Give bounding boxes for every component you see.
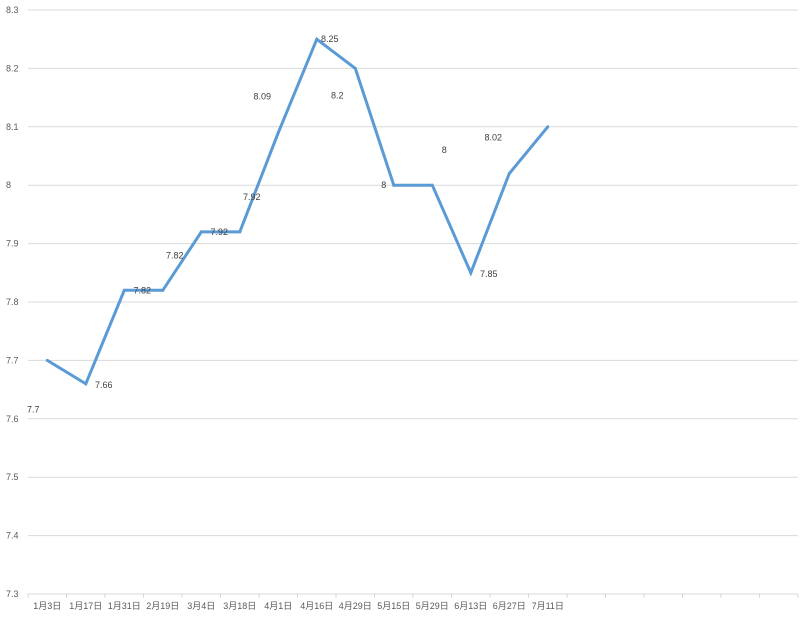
y-tick-label: 7.7 [6, 355, 19, 365]
y-tick-label: 8.2 [6, 63, 19, 73]
x-tick-label: 3月4日 [187, 601, 215, 611]
data-label: 8.25 [321, 34, 339, 44]
data-point [507, 172, 511, 176]
data-point [199, 230, 203, 234]
data-label: 7.92 [243, 192, 261, 202]
data-label: 8.09 [253, 92, 271, 102]
x-tick-label: 3月18日 [223, 601, 256, 611]
x-tick-label: 6月13日 [454, 601, 487, 611]
x-tick-label: 4月16日 [300, 601, 333, 611]
x-tick-label: 2月19日 [146, 601, 179, 611]
y-tick-label: 7.4 [6, 531, 19, 541]
y-tick-label: 8 [6, 180, 11, 190]
data-label: 7.82 [133, 285, 151, 295]
series-line [46, 36, 549, 386]
data-point [161, 288, 165, 292]
data-point [353, 66, 357, 70]
y-tick-label: 7.6 [6, 414, 19, 424]
y-tick-label: 7.9 [6, 239, 19, 249]
x-tick-label: 4月1日 [264, 601, 292, 611]
y-tick-label: 8.1 [6, 122, 19, 132]
x-tick-label: 5月15日 [377, 601, 410, 611]
data-label: 7.92 [210, 227, 228, 237]
data-label: 8 [442, 145, 447, 155]
x-tick-label: 6月27日 [493, 601, 526, 611]
y-tick-label: 7.5 [6, 472, 19, 482]
data-point [238, 230, 242, 234]
x-tick-label: 5月29日 [416, 601, 449, 611]
x-tick-label: 4月29日 [339, 601, 372, 611]
y-tick-label: 8.3 [6, 5, 19, 15]
data-label: 7.66 [95, 380, 113, 390]
data-label: 7.82 [166, 250, 184, 260]
data-label: 8 [381, 180, 386, 190]
y-tick-label: 7.8 [6, 297, 19, 307]
data-point [45, 358, 49, 362]
axis-layer: 7.3 7.4 7.5 7.6 7.7 7.8 7.9 8 8.1 8.2 8.3 1月3日 1月17日… [6, 5, 799, 611]
data-point [546, 125, 550, 129]
data-label: 8.02 [484, 133, 502, 143]
x-tick-label: 1月17日 [69, 601, 102, 611]
x-tick-label: 1月3日 [33, 601, 61, 611]
data-point [430, 183, 434, 187]
data-point [122, 288, 126, 292]
series-layer [45, 36, 550, 386]
data-label: 7.7 [27, 404, 40, 414]
grid-layer [28, 9, 798, 595]
x-tick-label: 1月31日 [108, 601, 141, 611]
y-tick-label: 7.3 [6, 589, 19, 599]
data-point [392, 183, 396, 187]
x-tick-label: 7月11日 [532, 601, 564, 611]
data-point [469, 271, 473, 275]
data-label: 8.2 [331, 90, 344, 100]
data-point [315, 37, 319, 41]
data-point [84, 382, 88, 386]
data-label: 7.85 [480, 269, 498, 279]
data-point [276, 131, 280, 135]
data-label-layer: 7.7 7.66 7.82 7.82 7.92 7.92 8.09 8.25 8.2 8 8 7.85… [27, 34, 502, 414]
